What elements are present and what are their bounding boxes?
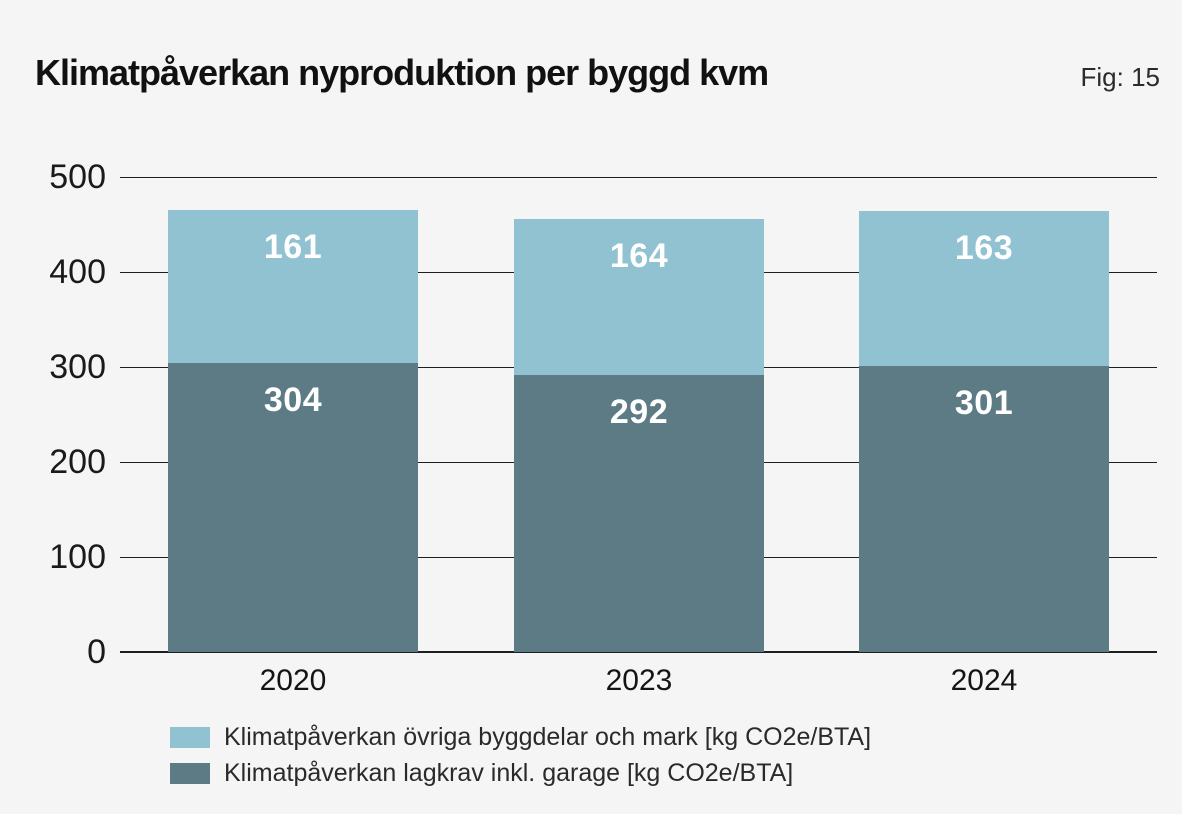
- gridline-y500: [120, 177, 1157, 178]
- legend-label-lagkrav: Klimatpåverkan lagkrav inkl. garage [kg …: [224, 759, 794, 787]
- bar-segment-2020-s1: 161: [168, 210, 418, 363]
- legend-swatch-ovriga-byggdelar: [170, 727, 210, 748]
- figure-number-label: Fig: 15: [1080, 62, 1161, 92]
- chart-title: Klimatpåverkan nyproduktion per byggd kv…: [35, 52, 769, 93]
- bar-value-label: 292: [609, 393, 669, 431]
- bar-value-label: 161: [263, 228, 323, 266]
- bar-segment-2020-s0: 304: [168, 363, 418, 652]
- legend-swatch-lagkrav: [170, 763, 210, 784]
- gridline-y0: [120, 651, 1157, 653]
- bar-value-label: 163: [954, 229, 1014, 267]
- bar-value-label: 304: [263, 381, 323, 419]
- legend-item-lagkrav: Klimatpåverkan lagkrav inkl. garage [kg …: [170, 759, 871, 787]
- y-tick-label: 0: [87, 633, 106, 671]
- legend: Klimatpåverkan övriga byggdelar och mark…: [170, 723, 872, 799]
- bar-segment-2023-s1: 164: [514, 219, 764, 375]
- bar-value-label: 301: [954, 384, 1014, 422]
- bar-segment-2024-s0: 301: [859, 366, 1109, 652]
- legend-label-ovriga-byggdelar: Klimatpåverkan övriga byggdelar och mark…: [224, 723, 872, 751]
- y-tick-label: 500: [49, 158, 106, 196]
- y-tick-label: 300: [49, 348, 106, 386]
- legend-item-ovriga: Klimatpåverkan övriga byggdelar och mark…: [170, 723, 872, 751]
- y-tick-label: 200: [49, 443, 106, 481]
- x-tick-label-2020: 2020: [259, 664, 327, 697]
- bar-value-label: 164: [609, 237, 669, 275]
- y-tick-label: 100: [49, 538, 106, 576]
- bar-segment-2024-s1: 163: [859, 211, 1109, 366]
- y-tick-label: 400: [49, 253, 106, 291]
- x-tick-label-2023: 2023: [605, 664, 673, 697]
- x-tick-label-2024: 2024: [950, 664, 1018, 697]
- bar-segment-2023-s0: 292: [514, 375, 764, 652]
